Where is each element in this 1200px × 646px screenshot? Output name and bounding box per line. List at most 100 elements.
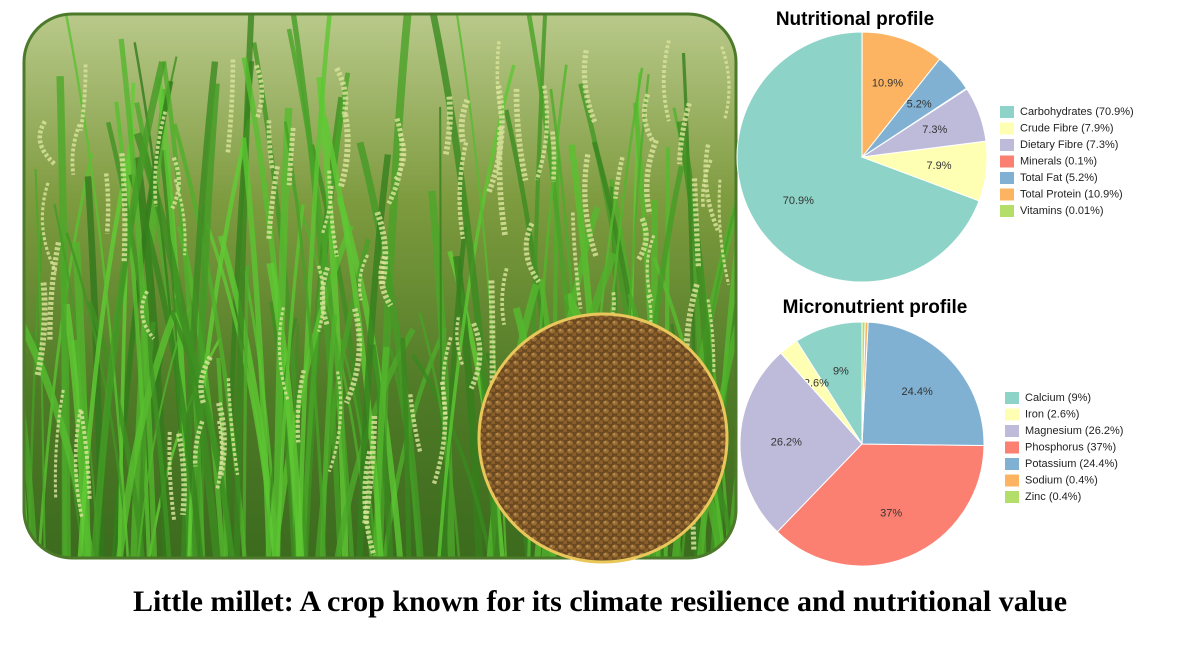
panicle [378,255,394,308]
panicle [78,64,88,131]
legend-swatch [1005,458,1019,470]
legend-label: Vitamins (0.01%) [1020,205,1104,217]
legend-label: Zinc (0.4%) [1025,491,1081,503]
leaf [128,173,204,558]
legend-swatch [1005,392,1019,404]
leaf [272,107,293,558]
panicle [441,336,453,419]
photo [22,12,738,564]
legend-label: Sodium (0.4%) [1025,474,1098,486]
panicle [392,133,407,183]
leaf [356,141,424,558]
legend-swatch [1000,172,1014,184]
panicle [226,378,240,476]
panicle [176,433,187,516]
panicle [34,282,48,378]
pie-slice [861,31,941,159]
panicle [570,212,583,309]
panicle [706,299,716,374]
legend-swatch [1005,474,1019,487]
slice-label: 10.9% [872,78,903,90]
leaf [316,76,349,558]
legend-label: Magnesium (26.2%) [1025,425,1123,437]
panicle [468,322,483,390]
panicle [485,85,505,195]
leaf [116,311,178,558]
legend-label: Total Fat (5.2%) [1020,172,1098,184]
panicle [500,267,509,326]
panicle [40,182,58,273]
panicle [192,420,205,467]
photo-frame [22,12,738,560]
panicle [266,165,280,241]
panicle [613,156,625,199]
leaf [180,61,219,558]
leaf [233,14,256,558]
legend-swatch [1000,155,1014,168]
panicle [198,355,213,406]
leaf [240,137,272,558]
panicle [683,283,700,384]
pie-slice [736,31,980,283]
panicle [215,420,224,491]
leaf [61,260,68,558]
slice-label: 26.2% [771,436,802,448]
charts: Nutritional profile 70.9% Carbohydrates (7… [736,9,1134,567]
leaf [59,14,129,558]
legend-label: Dietary Fibre (7.3%) [1020,139,1118,151]
panicle [362,450,377,557]
leaf [191,83,220,558]
panicle [581,49,598,125]
panicle [582,153,600,259]
slice-label: 5.2% [907,99,932,111]
legend-label: Total Protein (10.9%) [1020,188,1123,200]
leaf [300,72,351,558]
panicle [550,131,557,182]
panicle [173,178,187,256]
panicle [53,389,65,499]
slice-label: 37% [880,508,902,520]
leaf [296,14,332,558]
leaf [286,28,355,558]
slice-label: 24.4% [902,386,933,398]
legend-swatch [1005,408,1019,421]
panicle [73,409,84,518]
leaf [171,297,235,558]
panicle [703,144,720,231]
legend-swatch [1000,106,1014,118]
legend-label: Calcium (9%) [1025,392,1091,404]
panicle [153,111,167,207]
slice-label: 70.9% [783,195,814,207]
leaf [411,354,492,558]
panicle [277,307,290,400]
legend-swatch [1005,425,1019,437]
panicle [70,123,82,176]
legend-label: Phosphorus (37%) [1025,441,1116,453]
panicle [334,66,349,116]
pie-slice [776,443,985,567]
legend-label: Potassium (24.4%) [1025,458,1118,470]
panicle [458,98,471,143]
legend-label: Crude Fibre (7.9%) [1020,122,1114,134]
leaf [91,61,166,558]
pie-slice [861,321,866,445]
leaf [24,237,30,558]
panicle [720,46,731,120]
legend-swatch [1000,139,1014,151]
panicle [295,369,306,443]
legend-swatch [1000,205,1014,217]
chart-title: Micronutrient profile [783,297,968,318]
panicle [644,139,659,215]
panicle [635,217,649,262]
leaf [287,14,343,558]
caption: Little millet: A crop known for its clim… [133,585,1067,618]
panicle [362,415,378,526]
seed-inset [477,312,729,564]
chart-title: Nutritional profile [776,9,934,30]
panicle [140,290,156,340]
legend-label: Iron (2.6%) [1025,408,1079,420]
leaf [118,38,158,558]
legend-label: Minerals (0.1%) [1020,155,1097,167]
leaf [428,190,456,558]
